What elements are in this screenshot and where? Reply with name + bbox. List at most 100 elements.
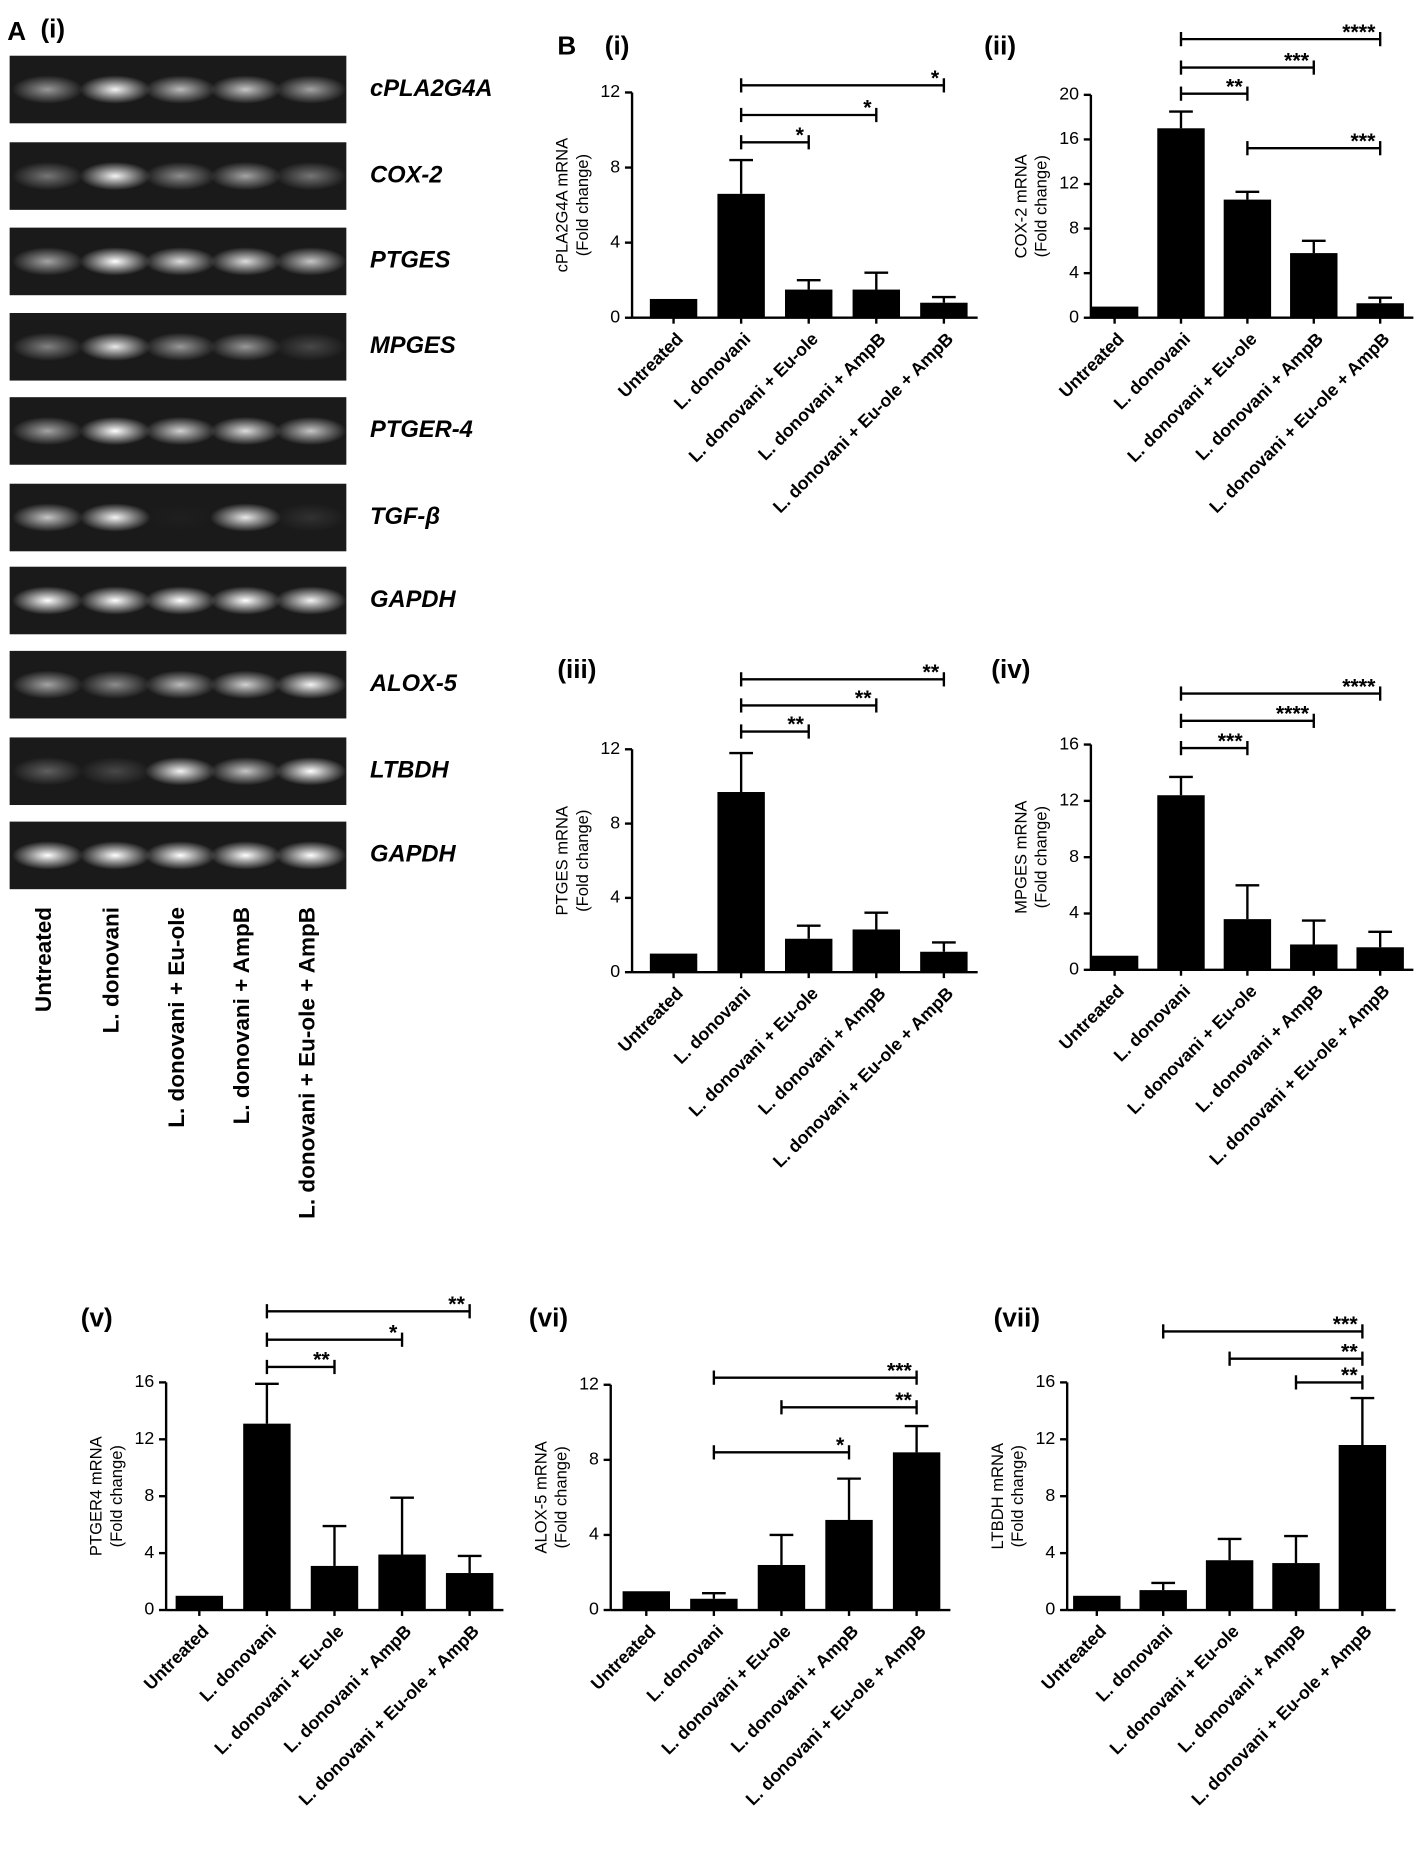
y-tick-label: 0 — [589, 1599, 599, 1619]
gel-band — [275, 670, 347, 699]
significance-label: ** — [1226, 74, 1243, 98]
gene-label: cPLA2G4A — [370, 76, 493, 102]
bar — [649, 298, 698, 318]
significance-label: *** — [1351, 129, 1377, 153]
bar — [1272, 1563, 1320, 1611]
y-tick-label: 8 — [589, 1449, 599, 1469]
error-bar — [1368, 930, 1393, 948]
gel-band — [209, 416, 282, 446]
significance-label: ** — [448, 1292, 465, 1316]
gel-band — [275, 75, 347, 104]
significance-bracket: ** — [739, 660, 946, 687]
gel-band — [145, 503, 216, 531]
y-axis-title: COX-2 mRNA — [1011, 153, 1030, 258]
y-tick-label: 16 — [135, 1371, 155, 1391]
error-bar — [255, 1382, 279, 1424]
y-tick-label: 4 — [610, 887, 620, 907]
error-bar — [796, 924, 821, 939]
significance-bracket: * — [739, 123, 810, 150]
gel-band — [144, 841, 216, 870]
error-bar — [1350, 1396, 1375, 1445]
significance-bracket: * — [712, 1433, 851, 1460]
y-axis-title: PTGES mRNA — [553, 805, 572, 916]
gel-band — [209, 670, 282, 699]
bar — [1356, 303, 1404, 318]
bar — [622, 1591, 671, 1611]
y-tick-label: 12 — [579, 1373, 599, 1393]
chart-label: (v) — [81, 1302, 113, 1332]
y-tick-label: 4 — [589, 1524, 599, 1544]
gel-band — [79, 841, 151, 870]
gel-band — [209, 161, 282, 191]
gel-band — [144, 756, 216, 786]
error-bar — [904, 1424, 929, 1453]
bar — [1157, 795, 1205, 970]
significance-bracket: * — [739, 66, 946, 93]
bar — [852, 929, 901, 973]
y-axis-title: (Fold change) — [107, 1445, 126, 1547]
error-bar — [1301, 239, 1326, 254]
significance-label: **** — [1342, 674, 1376, 698]
significance-label: ** — [787, 712, 804, 736]
significance-label: *** — [1218, 729, 1244, 753]
gel-band — [12, 161, 84, 191]
significance-bracket: ** — [739, 712, 810, 739]
gel-band — [12, 670, 84, 699]
error-bar — [729, 158, 753, 194]
significance-label: *** — [1284, 48, 1310, 72]
significance-label: ** — [1341, 1363, 1358, 1387]
chart-label: (vi) — [529, 1302, 568, 1332]
y-axis-title: cPLA2G4A mRNA — [553, 137, 572, 272]
y-tick-label: 8 — [144, 1485, 154, 1505]
y-tick-label: 16 — [1059, 733, 1079, 753]
y-tick-label: 4 — [1045, 1542, 1055, 1562]
error-bar — [1169, 110, 1193, 129]
gel-band — [209, 841, 282, 870]
gene-label: PTGER-4 — [370, 417, 473, 443]
bar — [825, 1519, 873, 1611]
gene-label: PTGES — [370, 248, 451, 274]
gel-band — [12, 756, 84, 786]
y-tick-label: 0 — [610, 961, 620, 981]
y-tick-label: 16 — [1059, 128, 1079, 148]
y-tick-label: 12 — [600, 738, 620, 758]
gel-band — [209, 503, 282, 532]
bar — [445, 1573, 494, 1611]
error-bar — [796, 279, 821, 290]
y-tick-label: 12 — [600, 81, 620, 101]
significance-bracket: ** — [780, 1388, 918, 1415]
y-tick-label: 20 — [1059, 84, 1079, 104]
lane-label: Untreated — [31, 907, 56, 1012]
y-tick-label: 8 — [1069, 846, 1079, 866]
y-tick-label: 12 — [1059, 173, 1079, 193]
significance-label: *** — [1333, 1312, 1359, 1336]
significance-bracket: *** — [1179, 48, 1315, 75]
gene-label: MPGES — [370, 333, 456, 359]
bar — [310, 1565, 359, 1611]
bar — [920, 302, 968, 318]
error-bar — [1151, 1581, 1176, 1591]
gel-band — [12, 503, 84, 532]
lane-label: L. donovani + Eu-ole + AmpB — [294, 907, 319, 1219]
lane-label: L. donovani + AmpB — [229, 907, 254, 1124]
gel-band — [275, 332, 347, 362]
chart-label: (iii) — [557, 654, 596, 684]
bar — [1073, 1595, 1121, 1611]
significance-bracket: * — [265, 1320, 404, 1347]
significance-bracket: * — [739, 96, 878, 123]
y-tick-label: 8 — [1045, 1485, 1055, 1505]
gel-band — [79, 756, 151, 786]
y-tick-label: 12 — [135, 1428, 155, 1448]
significance-label: ** — [313, 1348, 330, 1372]
bar — [1090, 306, 1139, 318]
gel-band — [144, 161, 216, 191]
error-bar — [390, 1496, 414, 1555]
y-tick-label: 4 — [610, 231, 620, 251]
y-tick-label: 4 — [1069, 262, 1079, 282]
y-tick-label: 0 — [1069, 306, 1079, 326]
bar — [892, 1452, 941, 1611]
error-bar — [1169, 775, 1193, 796]
bar — [852, 289, 901, 318]
gel-band — [275, 161, 347, 191]
significance-bracket: ** — [1228, 1339, 1364, 1366]
